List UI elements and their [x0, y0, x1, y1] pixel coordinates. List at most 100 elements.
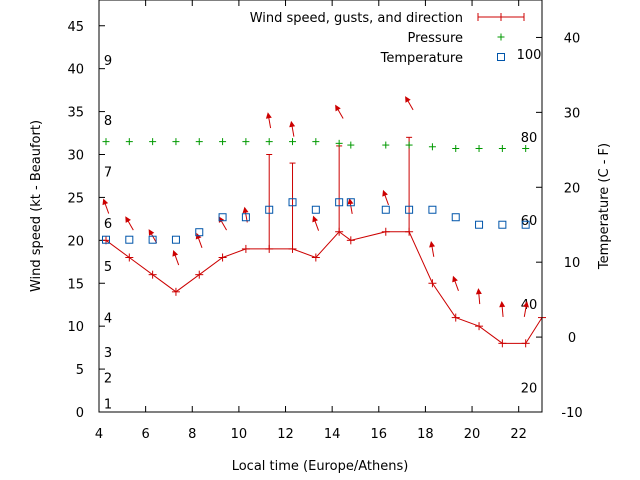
wind-direction-arrow [125, 216, 134, 231]
temperature-point [311, 205, 320, 214]
temperature-point [428, 205, 437, 214]
pressure-point [335, 139, 343, 147]
pressure-point [522, 144, 530, 152]
wind-direction-arrow [452, 275, 459, 291]
x-axis-title: Local time (Europe/Athens) [232, 459, 409, 474]
temperature-point [171, 235, 180, 244]
axis-labels: 4 6 8 10 12 14 16 18 20 22051015202530354045-1001… [67, 20, 582, 442]
wind-direction-arrow [335, 104, 344, 119]
temperature-point [125, 235, 134, 244]
wind-direction-arrow [148, 229, 158, 244]
wind-direction-arrow [172, 249, 180, 266]
fahrenheit-label: 40 [521, 298, 538, 313]
y-tick-label: 30 [67, 149, 84, 164]
wind-arrow-head [172, 249, 179, 257]
wind-direction-arrow [429, 241, 436, 257]
wind-arrow-head [102, 198, 109, 206]
beaufort-label: 9 [104, 54, 112, 69]
temperature-point [381, 205, 390, 214]
wind-arrow-head [382, 189, 388, 197]
temperature-point [101, 235, 110, 244]
legend-swatches [477, 13, 525, 61]
pressure-point [289, 138, 297, 146]
x-tick-label: 6 [141, 427, 149, 442]
x-tick-label: 8 [188, 427, 196, 442]
legend: Wind speed, gusts, and direction Pressur… [250, 11, 525, 66]
temperature-point [451, 213, 460, 222]
wind-direction-arrow [289, 120, 296, 137]
wind-arrow-head [218, 216, 225, 223]
wind-arrow-head [335, 104, 341, 112]
y-tick-label: 45 [67, 20, 84, 35]
y-tick-label: 40 [67, 63, 84, 78]
beaufort-label: 6 [104, 217, 112, 232]
wind-arrow-head [523, 301, 529, 308]
x-tick-label: 20 [464, 427, 481, 442]
y2-tick-label: 40 [564, 31, 581, 46]
wind-direction-arrow [382, 189, 389, 206]
y-tick-label: 10 [67, 320, 84, 335]
fahrenheit-label: 100 [517, 48, 542, 63]
pressure-point [452, 144, 460, 152]
temperature-point [241, 213, 250, 222]
wind-arrow-head [475, 288, 482, 295]
temperature-point [475, 220, 484, 229]
temperature-point [346, 198, 355, 207]
pressure-point [219, 138, 227, 146]
wind-speed-line [105, 231, 543, 344]
y2-axis-title: Temperature (C - F) [597, 143, 612, 270]
fahrenheit-label: 20 [521, 381, 538, 396]
legend-label-wind: Wind speed, gusts, and direction [250, 11, 463, 26]
y-tick-label: 35 [67, 106, 84, 121]
x-tick-label: 4 [95, 427, 103, 442]
x-tick-label: 12 [277, 427, 294, 442]
y-tick-label: 0 [76, 406, 84, 421]
x-tick-label: 10 [231, 427, 248, 442]
wind-arrow-head [242, 206, 249, 214]
temperature-point [335, 198, 344, 207]
temperature-point [521, 220, 530, 229]
wind-arrow-head [289, 120, 296, 128]
pressure-point [195, 138, 203, 146]
pressure-point [125, 138, 133, 146]
wind-direction-arrow [475, 288, 482, 305]
pressure-point [428, 143, 436, 151]
pressure-point [102, 138, 110, 146]
beaufort-label: 8 [104, 114, 112, 129]
wind-direction-arrow [347, 198, 354, 214]
y-axis-title: Wind speed (kt - Beaufort) [29, 120, 44, 292]
pressure-point [242, 138, 250, 146]
pressure-point [347, 141, 355, 149]
wind-direction-arrow [523, 301, 529, 317]
temperature-point [148, 235, 157, 244]
beaufort-label: 3 [104, 346, 112, 361]
y2-tick-label: 30 [564, 106, 581, 121]
temperature-point [405, 205, 414, 214]
fahrenheit-label: 80 [521, 131, 538, 146]
y-tick-label: 25 [67, 191, 84, 206]
wind-arrow-head [265, 112, 272, 119]
x-tick-label: 22 [510, 427, 527, 442]
pressure-point [312, 138, 320, 146]
pressure-point [475, 144, 483, 152]
wind-arrow-head [499, 301, 506, 308]
wind-direction-arrow [265, 112, 272, 129]
pressure-point [149, 138, 157, 146]
temperature-point [498, 220, 507, 229]
y2-tick-label: 10 [564, 256, 581, 271]
pressure-point [498, 144, 506, 152]
x-tick-label: 16 [371, 427, 388, 442]
pressure-point [172, 138, 180, 146]
y2-tick-label: 0 [568, 331, 576, 346]
wind-arrow-head [429, 241, 436, 248]
y2-tick-label: -10 [561, 406, 582, 421]
wind-direction-arrow [312, 215, 320, 231]
wind-arrow-head [125, 216, 131, 223]
beaufort-label: 1 [104, 397, 112, 412]
y-tick-label: 5 [76, 363, 84, 378]
beaufort-label: 7 [104, 166, 112, 181]
legend-swatch-temperature [497, 53, 505, 61]
wind-direction-arrow [242, 206, 249, 223]
temperature-point [265, 205, 274, 214]
